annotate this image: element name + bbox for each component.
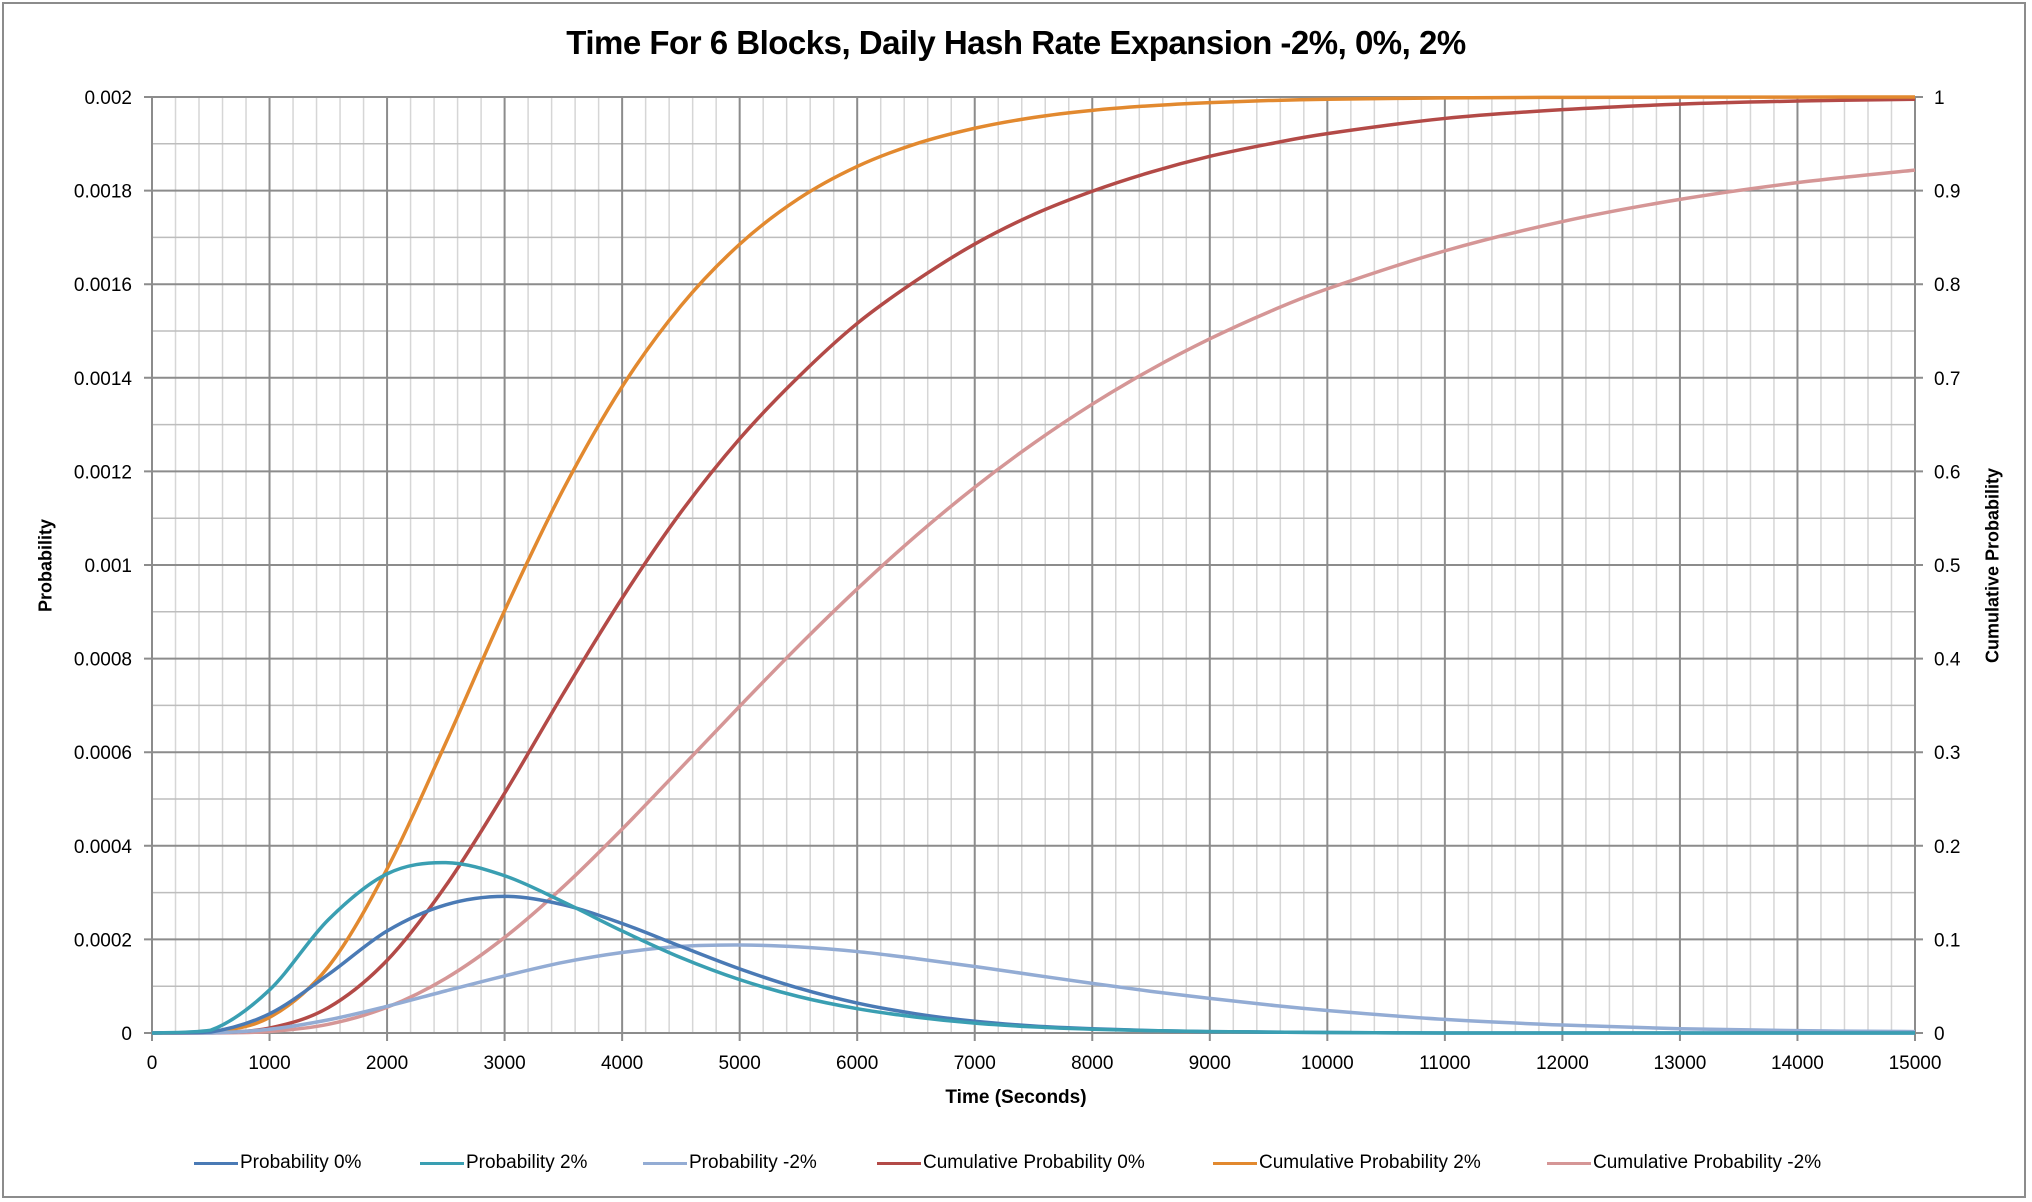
x-tick-label: 3000 bbox=[483, 1053, 525, 1074]
y-left-tick-label: 0.0006 bbox=[74, 743, 132, 764]
legend-item-cumulative-2: Cumulative Probability 2% bbox=[1213, 1152, 1481, 1174]
y-left-tick-label: 0.002 bbox=[84, 88, 132, 109]
y-right-tick-label: 0.5 bbox=[1934, 556, 1960, 577]
x-tick-label: 8000 bbox=[1071, 1053, 1113, 1074]
y-right-tick-label: 0.7 bbox=[1934, 369, 1960, 390]
legend: Probability 0% Probability 2% Probabilit… bbox=[0, 1152, 2032, 1178]
y-left-axis-title: Probability bbox=[35, 519, 56, 613]
legend-swatch bbox=[194, 1161, 238, 1165]
legend-item-cumulative-0: Cumulative Probability 0% bbox=[877, 1152, 1145, 1174]
x-tick-label: 15000 bbox=[1889, 1053, 1942, 1074]
x-axis-title: Time (Seconds) bbox=[945, 1087, 1087, 1108]
y-left-tick-label: 0.0004 bbox=[74, 837, 133, 858]
x-tick-label: 10000 bbox=[1301, 1053, 1354, 1074]
series-line-probability-2- bbox=[151, 860, 1915, 1035]
series-line-cumulative-probability-2- bbox=[151, 168, 1916, 1035]
chart-title: Time For 6 Blocks, Daily Hash Rate Expan… bbox=[566, 24, 1466, 61]
y-right-tick-label: 0.3 bbox=[1934, 743, 1960, 764]
x-tick-label: 4000 bbox=[601, 1053, 643, 1074]
x-tick-label: 11000 bbox=[1419, 1053, 1470, 1074]
x-tick-label: 12000 bbox=[1536, 1053, 1589, 1074]
x-tick-label: 6000 bbox=[836, 1053, 878, 1074]
y-right-tick-label: 0.1 bbox=[1934, 930, 1960, 951]
y-right-tick-label: 0 bbox=[1934, 1024, 1945, 1045]
legend-swatch bbox=[420, 1161, 464, 1165]
series-line-probability-0- bbox=[151, 894, 1915, 1035]
y-left-tick-label: 0.0014 bbox=[74, 369, 133, 390]
x-tick-label: 5000 bbox=[719, 1053, 761, 1074]
y-right-tick-label: 0.2 bbox=[1934, 837, 1960, 858]
y-left-tick-label: 0.0016 bbox=[74, 275, 132, 296]
y-left-tick-label: 0.0012 bbox=[74, 462, 132, 483]
series-line-cumulative-probability-2- bbox=[151, 95, 1916, 1035]
legend-swatch bbox=[877, 1161, 921, 1165]
y-right-tick-label: 1 bbox=[1934, 88, 1945, 109]
x-tick-label: 1000 bbox=[248, 1053, 290, 1074]
series-line-cumulative-probability-0- bbox=[151, 97, 1916, 1035]
y-left-tick-label: 0.0002 bbox=[74, 930, 132, 951]
legend-item-probability-neg2: Probability -2% bbox=[643, 1152, 817, 1174]
x-tick-label: 13000 bbox=[1654, 1053, 1707, 1074]
y-right-tick-label: 0.4 bbox=[1934, 650, 1961, 671]
y-right-tick-label: 0.6 bbox=[1934, 462, 1960, 483]
x-tick-label: 7000 bbox=[954, 1053, 996, 1074]
legend-swatch bbox=[1547, 1161, 1591, 1165]
y-left-tick-label: 0.001 bbox=[84, 556, 132, 577]
y-left-tick-label: 0.0008 bbox=[74, 650, 132, 671]
legend-item-cumulative-neg2: Cumulative Probability -2% bbox=[1547, 1152, 1821, 1174]
y-left-tick-label: 0.0018 bbox=[74, 182, 132, 203]
y-right-tick-label: 0.8 bbox=[1934, 275, 1960, 296]
y-right-axis-title: Cumulative Probability bbox=[1982, 467, 2003, 664]
legend-item-probability-2: Probability 2% bbox=[420, 1152, 587, 1174]
x-tick-label: 2000 bbox=[366, 1053, 408, 1074]
x-tick-label: 0 bbox=[147, 1053, 158, 1074]
x-tick-label: 9000 bbox=[1189, 1053, 1231, 1074]
legend-item-probability-0: Probability 0% bbox=[194, 1152, 361, 1174]
legend-swatch bbox=[1213, 1161, 1257, 1165]
y-right-tick-label: 0.9 bbox=[1934, 182, 1960, 203]
series-line-probability-2- bbox=[151, 943, 1916, 1035]
legend-swatch bbox=[643, 1161, 687, 1165]
y-left-tick-label: 0 bbox=[121, 1024, 132, 1045]
x-tick-label: 14000 bbox=[1771, 1053, 1824, 1074]
